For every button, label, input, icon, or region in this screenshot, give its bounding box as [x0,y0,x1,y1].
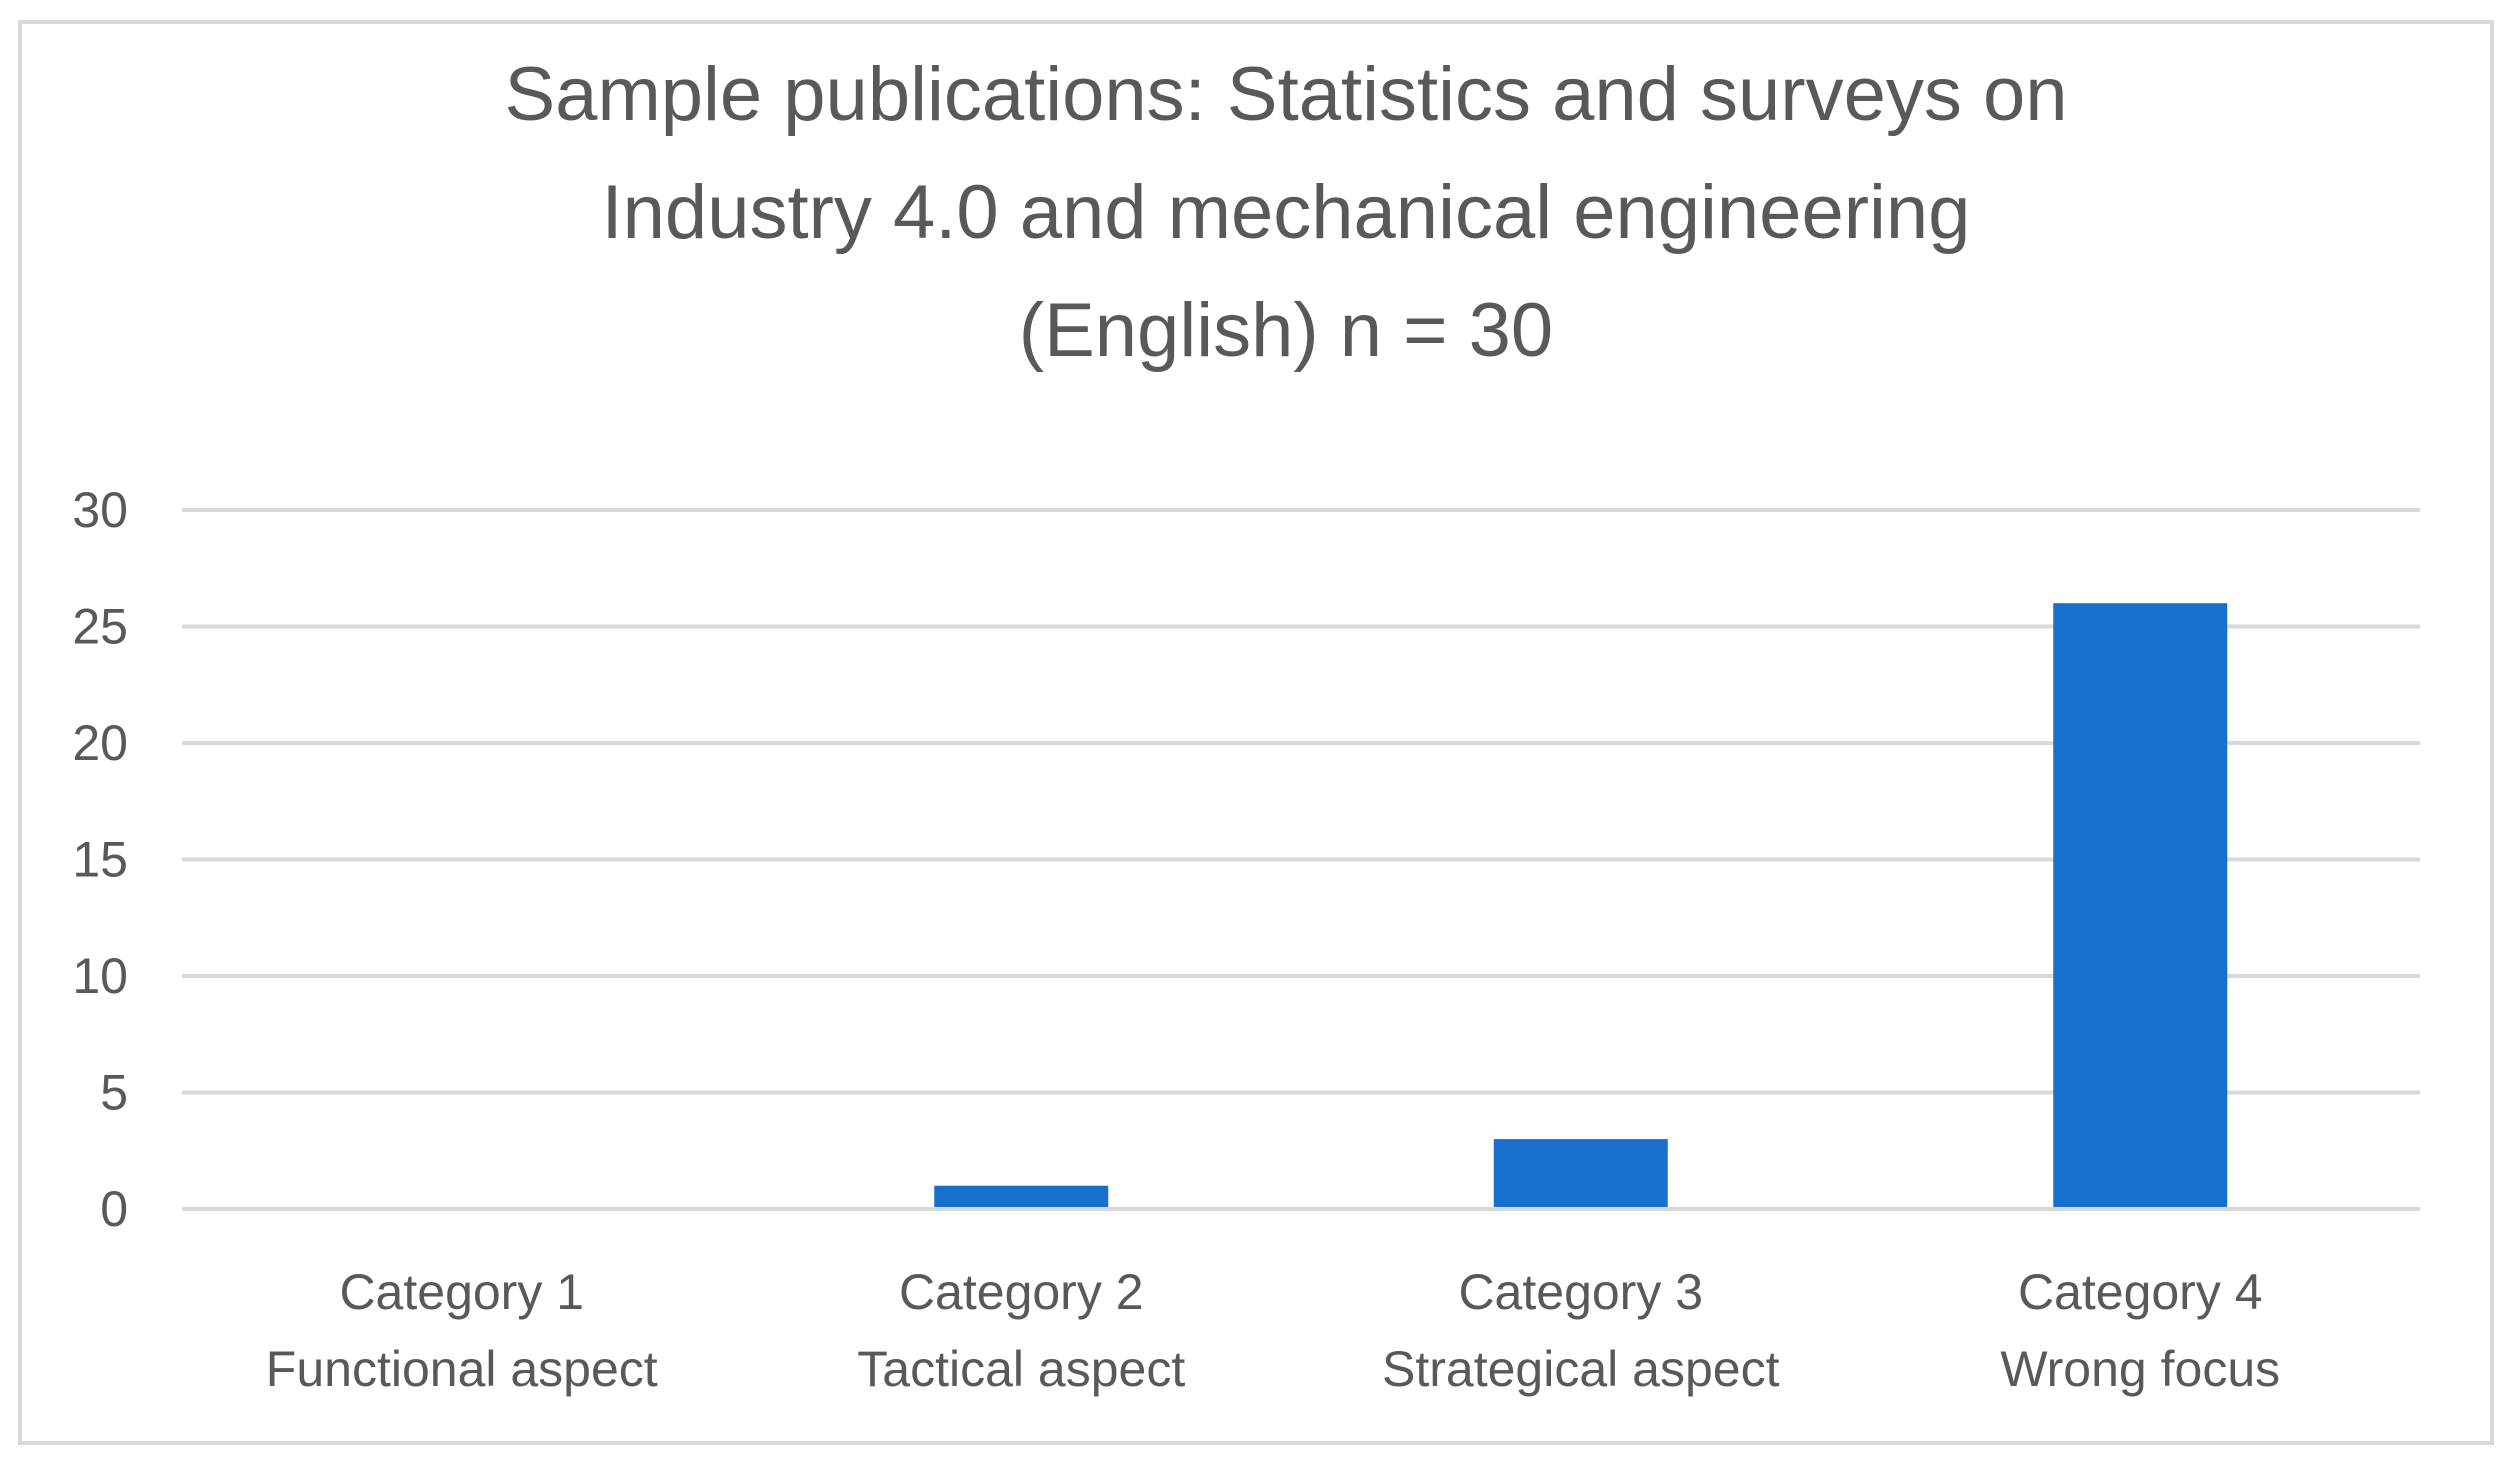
category-label-3-line-2: Strategical aspect [1382,1341,1780,1397]
y-axis-tick-labels: 0 5 10 15 20 25 30 [72,482,128,1237]
y-tick-label-0: 0 [100,1181,128,1237]
chart-title-line-2: Industry 4.0 and mechanical engineering [602,170,1971,255]
category-label-2-line-2: Tactical aspect [857,1341,1185,1397]
category-label-1-line-1: Category 1 [339,1264,584,1320]
y-tick-label-25: 25 [72,599,128,655]
y-tick-label-15: 15 [72,832,128,888]
y-tick-label-5: 5 [100,1065,128,1121]
bars [934,603,2228,1209]
category-label-4-line-1: Category 4 [2018,1264,2263,1320]
category-label-4-line-2: Wrong focus [2000,1341,2280,1397]
bar-category-3 [1493,1139,1668,1209]
chart-title: Sample publications: Statistics and surv… [504,52,2067,373]
chart-title-line-1: Sample publications: Statistics and surv… [504,52,2067,137]
gridlines [182,508,2420,1095]
bar-category-4 [2053,603,2228,1209]
y-tick-label-10: 10 [72,948,128,1004]
category-label-1-line-2: Functional aspect [266,1341,658,1397]
y-tick-label-20: 20 [72,715,128,771]
bar-category-2 [934,1185,1109,1209]
category-label-2-line-1: Category 2 [899,1264,1144,1320]
y-tick-label-30: 30 [72,482,128,538]
chart-title-line-3: (English) n = 30 [1019,288,1553,373]
category-label-3-line-1: Category 3 [1458,1264,1703,1320]
category-labels: Category 1 Functional aspect Category 2 Tac… [266,1264,2280,1397]
